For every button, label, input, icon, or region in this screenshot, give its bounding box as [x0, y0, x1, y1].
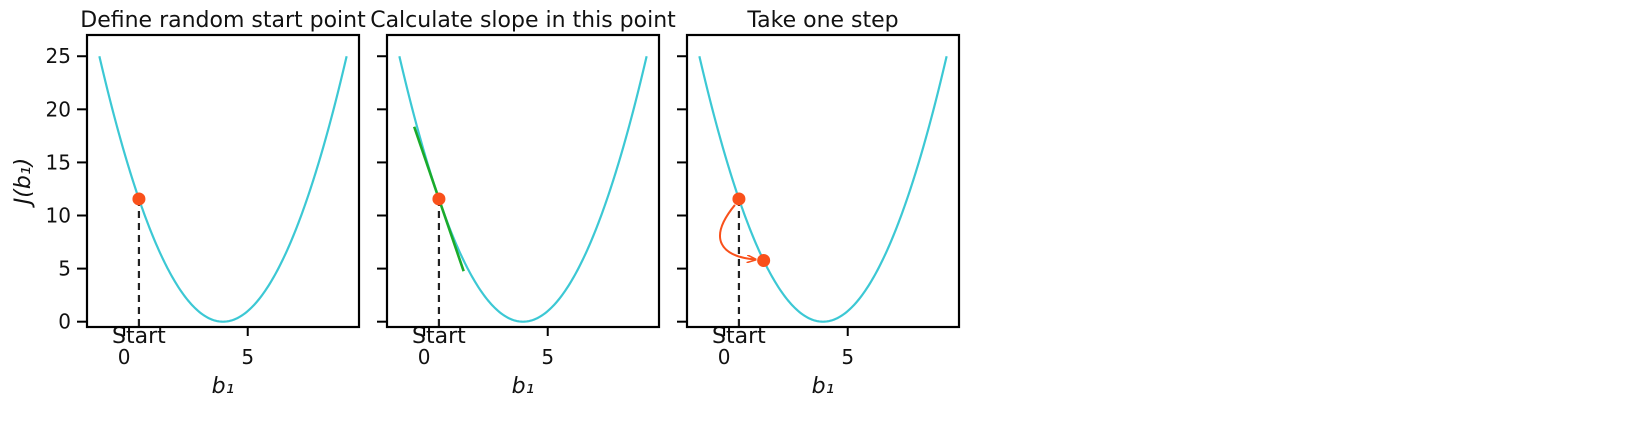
y-axis-label: J(b₁)	[11, 158, 36, 208]
x-tick-label: 0	[118, 345, 131, 369]
start-label: Start	[712, 324, 766, 349]
y-tick-label: 10	[46, 204, 71, 228]
x-tick-label: 5	[541, 345, 554, 369]
start-point	[732, 192, 746, 206]
x-tick-label: 0	[718, 345, 731, 369]
axes-frame	[85, 33, 361, 329]
x-tick-label: 5	[241, 345, 254, 369]
y-tick-label: 25	[46, 44, 71, 68]
start-point	[132, 192, 146, 206]
subplot-title: Define random start point	[80, 8, 366, 33]
step-arrow	[719, 204, 756, 260]
start-label: Start	[412, 324, 466, 349]
axes-frame	[685, 33, 961, 329]
cost-curve	[98, 55, 348, 323]
x-axis-label: b₁	[512, 374, 535, 399]
start-point	[432, 192, 446, 206]
y-tick-label: 20	[46, 97, 71, 121]
y-tick-label: 0	[58, 310, 71, 334]
cost-curve	[698, 55, 948, 323]
x-tick-label: 0	[418, 345, 431, 369]
x-tick-label: 5	[841, 345, 854, 369]
start-label: Start	[112, 324, 166, 349]
x-axis-label: b₁	[812, 374, 835, 399]
axes-frame	[385, 33, 661, 329]
y-tick-label: 5	[58, 257, 71, 281]
step-point	[757, 254, 771, 268]
subplot-title: Calculate slope in this point	[370, 8, 676, 33]
x-axis-label: b₁	[212, 374, 235, 399]
subplot-title: Take one step	[746, 8, 898, 33]
y-tick-label: 15	[46, 150, 71, 174]
